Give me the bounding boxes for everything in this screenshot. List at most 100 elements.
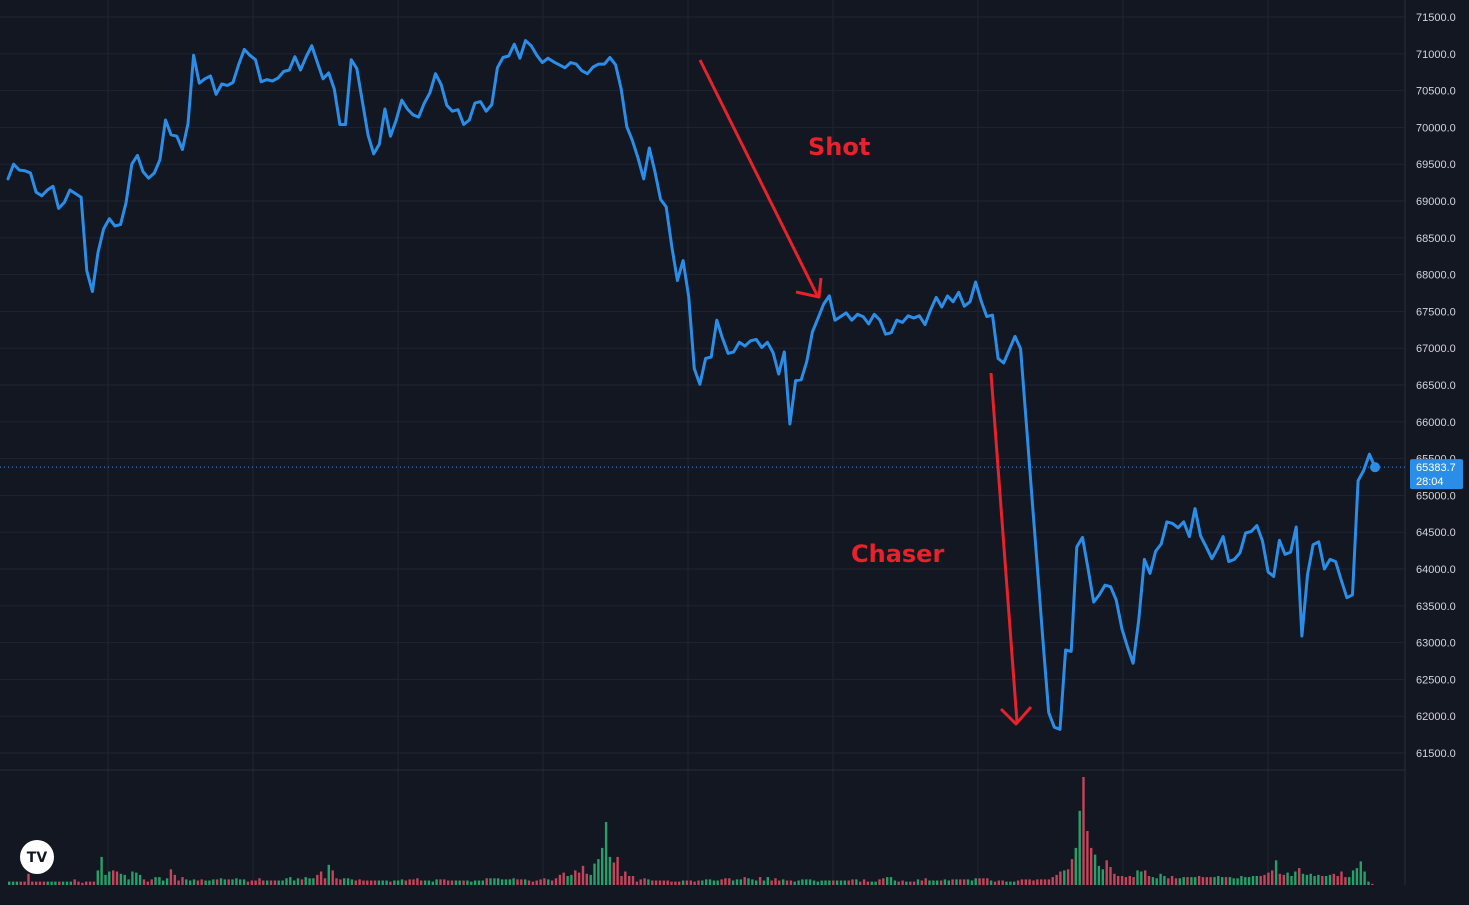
price-series[interactable] — [0, 39, 1405, 731]
volume-bar — [258, 878, 261, 886]
volume-bar — [1147, 876, 1151, 885]
volume-bar — [266, 880, 269, 885]
volume-bar — [1301, 873, 1305, 886]
volume-bar — [96, 870, 99, 885]
volume-bar — [797, 880, 800, 885]
logo-badge[interactable] — [20, 840, 54, 874]
volume-bar — [504, 879, 508, 885]
volume-bar — [165, 878, 169, 886]
volume-bar — [142, 879, 146, 885]
volume-bar — [1190, 877, 1193, 885]
volume-bar — [628, 876, 631, 885]
volume-bar — [450, 880, 454, 885]
volume-bar — [866, 881, 870, 885]
volume-bar — [1167, 878, 1170, 886]
volume-bar — [462, 880, 465, 885]
price-axis[interactable]: 71500.0 71000.0 70500.0 70000.0 69500.0 69000… — [1410, 12, 1463, 760]
volume-bar — [708, 879, 712, 885]
volume-bar — [643, 878, 646, 886]
volume-bar — [1078, 810, 1081, 886]
shot-arrow-head — [795, 277, 823, 299]
volume-bar — [42, 881, 46, 885]
volume-bar — [115, 871, 119, 885]
grid-lines — [0, 0, 1406, 885]
volume-bar — [427, 880, 431, 885]
volume-bar — [289, 877, 292, 885]
volume-bar — [1267, 872, 1270, 885]
volume-bar — [1170, 876, 1174, 885]
volume-bar — [824, 880, 827, 885]
volume-bar — [916, 879, 920, 885]
volume-bar — [481, 880, 484, 885]
volume-bar — [304, 877, 307, 885]
volume-bar — [373, 880, 377, 885]
volume-bar — [331, 870, 334, 885]
volume-bar — [989, 880, 993, 885]
volume-bar — [770, 880, 773, 885]
volume-bar — [400, 879, 404, 885]
tradingview-logo[interactable]: TV — [20, 840, 54, 874]
current-price-tag[interactable] — [1410, 459, 1463, 490]
volume-bar — [570, 874, 573, 885]
volume-bar — [262, 880, 265, 885]
volume-bar — [1182, 877, 1185, 885]
volume-bar — [393, 880, 396, 885]
volume-bar — [616, 856, 619, 885]
volume-bar — [35, 881, 38, 885]
volume-bar — [905, 881, 908, 885]
volume-bar — [235, 878, 238, 886]
volume-bar — [185, 879, 188, 885]
volume-bar — [1317, 874, 1320, 885]
volume-bar — [69, 881, 72, 885]
volume-bar — [493, 878, 496, 886]
volume-bar — [1213, 877, 1216, 885]
volume-bar — [38, 881, 42, 885]
volume-bar — [1367, 881, 1370, 885]
last-price-dot[interactable] — [1370, 462, 1380, 473]
volume-bar — [1140, 871, 1143, 885]
volume-bar — [1348, 877, 1351, 885]
volume-bar — [269, 880, 273, 885]
volume-bar — [728, 878, 731, 886]
volume-bar — [370, 880, 373, 885]
price-line[interactable] — [6, 39, 1377, 731]
volume-bar — [1005, 881, 1008, 885]
volume-bar — [1236, 878, 1239, 886]
volume-bar — [396, 880, 400, 885]
volume-bar — [1244, 877, 1247, 885]
volume-bar — [1016, 880, 1020, 885]
volume-bar — [204, 880, 207, 885]
volume-bar — [1313, 876, 1316, 885]
volume-bar — [978, 878, 981, 886]
volume-bar — [135, 872, 138, 885]
volume-bar — [100, 856, 103, 885]
volume-bar — [1101, 869, 1104, 886]
volume-bar — [112, 870, 115, 885]
volume-bar — [131, 871, 134, 885]
volume-bar — [46, 881, 49, 885]
volume-bar — [23, 881, 26, 885]
shot-arrow-line — [698, 59, 819, 296]
volume-bar — [755, 880, 758, 885]
volume-bar — [516, 879, 519, 885]
volume-bar — [227, 879, 230, 885]
volume-bar — [381, 880, 384, 885]
price-tick-label: 70500.0 — [1416, 86, 1456, 98]
volume-bar — [1205, 877, 1208, 885]
volume-bar — [608, 856, 612, 885]
volume-bar — [539, 879, 542, 885]
volume-bar — [189, 880, 192, 885]
volume-bar — [343, 878, 346, 886]
volume-bar — [920, 880, 923, 885]
volume-bar — [1371, 883, 1374, 885]
countdown-label: 28:04 — [1416, 476, 1444, 488]
price-tick-label: 70000.0 — [1416, 122, 1456, 134]
volume-bar — [73, 879, 76, 885]
volume-bar — [801, 879, 804, 885]
volume-bar — [547, 879, 550, 885]
volume-bar — [1074, 847, 1077, 885]
volume-bars — [8, 777, 1374, 886]
volume-bar — [208, 880, 211, 885]
volume-bar — [177, 880, 180, 885]
